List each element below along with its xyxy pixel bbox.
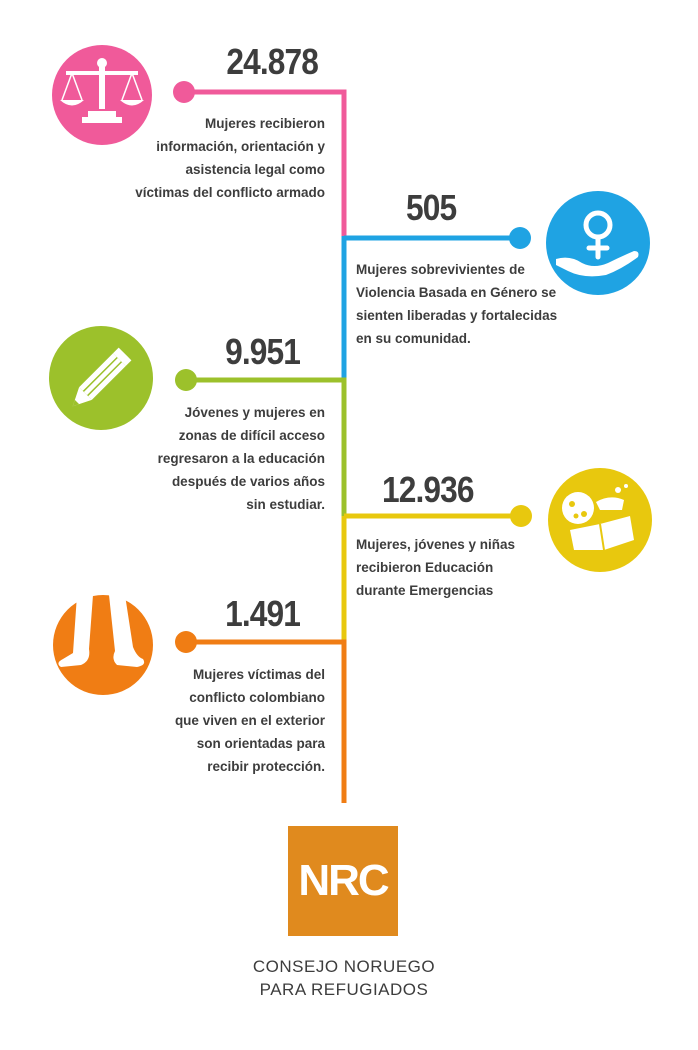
- timeline-dot-yellow: [510, 505, 532, 527]
- nrc-logo-text: NRC: [298, 856, 389, 905]
- timeline-segment-blue: [341, 235, 520, 380]
- stat-description-legal-assistance: Mujeres recibieron información, orientac…: [135, 116, 325, 200]
- stat-description-education-return: Jóvenes y mujeres en zonas de difícil ac…: [157, 405, 325, 512]
- stat-value-legal-assistance: 24.878: [226, 41, 318, 82]
- timeline-segment-green: [186, 377, 347, 518]
- timeline-dot-green: [175, 369, 197, 391]
- walking-feet-icon: [53, 595, 153, 695]
- pencil-icon: [49, 326, 153, 430]
- timeline-dot-pink: [173, 81, 195, 103]
- nrc-logo-square: [288, 826, 398, 936]
- timeline-segment-orange: [186, 639, 347, 803]
- stat-value-gbv-survivors: 505: [406, 187, 457, 228]
- scales-icon: [52, 45, 152, 145]
- timeline-segment-pink: [184, 89, 347, 238]
- stat-value-education-return: 9.951: [225, 331, 301, 372]
- nrc-logo: NRC: [288, 826, 398, 936]
- female-hand-icon: [546, 191, 650, 295]
- stat-value-protection-abroad: 1.491: [225, 593, 301, 634]
- timeline-dot-blue: [509, 227, 531, 249]
- organization-name: CONSEJO NORUEGO PARA REFUGIADOS: [252, 957, 436, 999]
- stat-description-protection-abroad: Mujeres víctimas del conflicto colombian…: [174, 667, 325, 774]
- stat-description-emergency-education: Mujeres, jóvenes y niñas recibieron Educ…: [356, 537, 516, 598]
- timeline-dot-orange: [175, 631, 197, 653]
- stat-value-emergency-education: 12.936: [382, 469, 474, 510]
- timeline-segment-yellow: [341, 513, 521, 642]
- stat-description-gbv-survivors: Mujeres sobrevivientes de Violencia Basa…: [356, 262, 558, 346]
- education-icon: [548, 468, 652, 572]
